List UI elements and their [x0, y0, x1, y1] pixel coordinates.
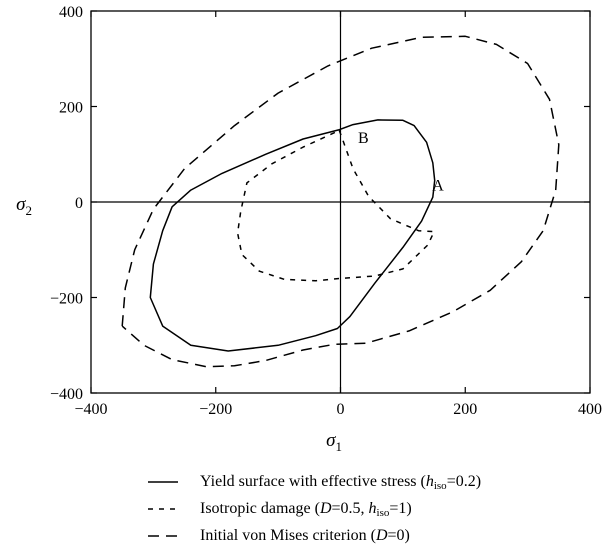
y-axis-label-sub: 2 — [25, 203, 32, 218]
legend-swatch-dashed — [148, 508, 180, 510]
ticks: −400 −200 0 200 400 −400 −200 0 200 400 — [50, 4, 602, 418]
legend: Yield surface with effective stress (his… — [146, 468, 596, 549]
series-line-solid — [149, 119, 436, 352]
y-axis-label: σ2 — [16, 194, 32, 218]
x-tick-label: −200 — [199, 401, 232, 418]
annotation-label: B — [358, 130, 369, 147]
x-axis-label-sub: 1 — [335, 439, 342, 454]
x-tick-label: 200 — [453, 401, 477, 418]
x-tick-label: 0 — [337, 401, 345, 418]
series-line-longdash — [121, 35, 560, 368]
y-tick-label: 200 — [59, 100, 83, 117]
legend-swatch-longdash — [148, 535, 182, 537]
annotation-label: A — [432, 178, 444, 195]
legend-item: Yield surface with effective stress (his… — [146, 468, 596, 495]
legend-label: Yield surface with effective stress (his… — [200, 473, 482, 492]
series-line-dashed — [236, 129, 435, 282]
y-tick-label: −400 — [50, 386, 83, 403]
legend-item: Initial von Mises criterion (D=0) — [146, 522, 596, 549]
legend-label: Initial von Mises criterion (D=0) — [200, 527, 410, 544]
x-tick-label: 400 — [578, 401, 602, 418]
x-axis-label: σ1 — [326, 430, 342, 454]
y-tick-label: 400 — [59, 4, 83, 21]
y-tick-label: 0 — [75, 195, 83, 212]
y-tick-label: −200 — [50, 291, 83, 308]
series-group — [121, 35, 560, 368]
annotations: AB — [358, 130, 444, 195]
legend-swatch-solid — [148, 481, 178, 483]
x-tick-label: −400 — [74, 401, 107, 418]
legend-item: Isotropic damage (D=0.5, hiso=1) — [146, 495, 596, 522]
legend-label: Isotropic damage (D=0.5, hiso=1) — [200, 500, 412, 519]
